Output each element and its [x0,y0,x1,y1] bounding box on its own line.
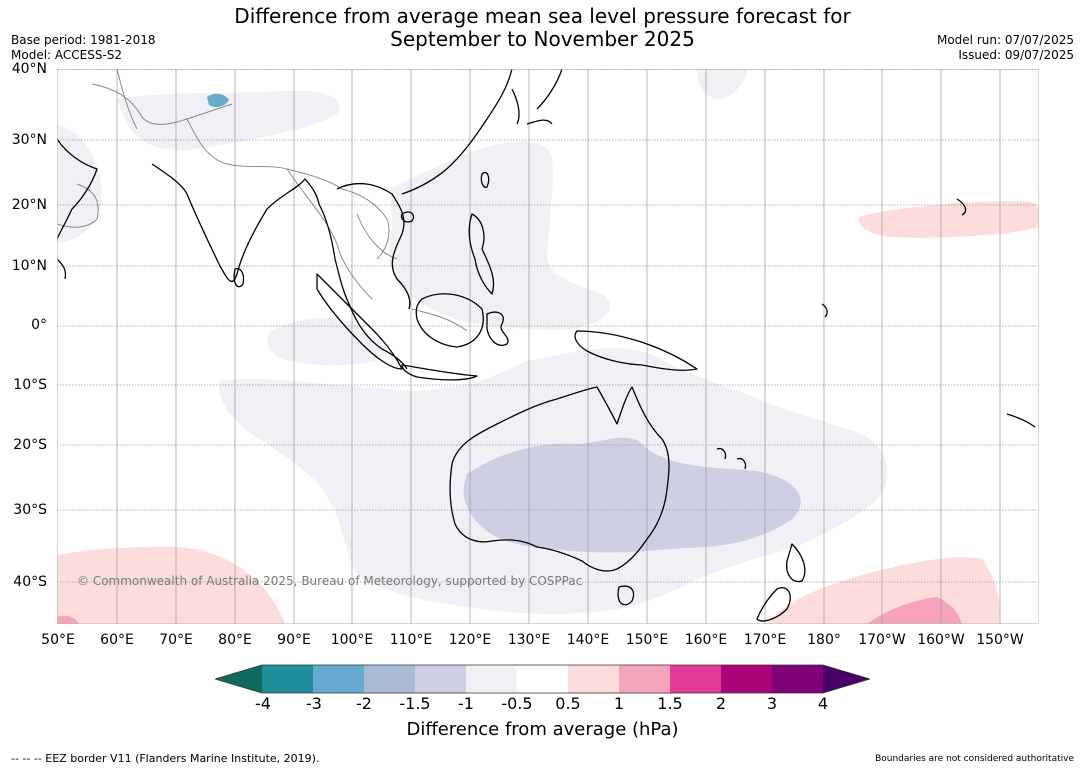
colorbar-extend-low [215,665,262,693]
lat-label-40s: 40°S [13,574,47,590]
country-borders [57,69,468,332]
colorbar-label: Difference from average (hPa) [406,719,679,740]
lon-label-80e: 80°E [218,632,252,648]
colorbar-tick-label: 1 [613,694,625,713]
lat-label-20n: 20°N [11,197,47,213]
lon-label-150e: 150°E [625,632,669,648]
colorbar-tick-label: 2 [715,694,727,713]
colorbar-tick-label: 0.5 [555,694,581,713]
lat-label-40n: 40°N [11,61,47,77]
copyright-text: © Commonwealth of Australia 2025, Bureau… [77,574,583,588]
model-name-text: Model: ACCESS-S2 [11,48,123,62]
lon-label-100e: 100°E [330,632,374,648]
colorbar-segment [568,665,620,693]
colorbar-tick-label: -0.5 [501,694,533,713]
lat-label-20s: 20°S [13,437,47,453]
lon-label-170e: 170°E [743,632,787,648]
colorbar-tick-label: 3 [766,694,778,713]
map-title-line-1: Difference from average mean sea level p… [234,4,851,28]
colorbar [215,664,870,694]
lat-label-equator: 0° [31,317,47,333]
issued-date: Issued: 09/07/2025 [958,48,1074,62]
colorbar-segment [619,665,671,693]
lat-label-10n: 10°N [11,258,47,274]
lat-label-30s: 30°S [13,502,47,518]
colorbar-extend-high [823,665,870,693]
map-canvas [57,69,1039,624]
colorbar-tick-label: -3 [306,694,322,713]
colorbar-segment [313,665,365,693]
colorbar-segment [364,665,416,693]
model-run-date: Model run: 07/07/2025 [936,33,1074,47]
map-border [57,69,1039,624]
map-title-line-2: September to November 2025 [390,27,695,51]
lat-label-10s: 10°S [13,377,47,393]
lon-label-140e: 140°E [566,632,610,648]
lon-label-160e: 160°E [684,632,728,648]
base-period-text: Base period: 1981-2018 [11,33,156,47]
lon-label-60e: 60°E [100,632,134,648]
colorbar-segment [670,665,722,693]
lon-label-180: 180° [807,632,841,648]
meridians [116,69,1001,624]
colorbar-outline [215,664,870,694]
anomaly-minus-1-region [463,437,801,553]
colorbar-tick-label: -1.5 [399,694,431,713]
boundaries-disclaimer: Boundaries are not considered authoritat… [875,754,1074,764]
lon-label-130e: 130°E [507,632,551,648]
colorbar-segment [772,665,824,693]
anomaly-positive-region [57,201,1039,624]
colorbar-segment [466,665,518,693]
colorbar-tick-label: -4 [255,694,271,713]
colorbar-tick-label: -2 [356,694,372,713]
colorbar-tick-label: 4 [817,694,829,713]
lon-label-150w: 150°W [976,632,1024,648]
coastlines [57,69,1036,622]
lon-label-90e: 90°E [277,632,311,648]
colorbar-tick-label: 1.5 [657,694,683,713]
colorbar-segment [415,665,467,693]
lon-label-160w: 160°W [917,632,965,648]
colorbar-tick-label: -1 [458,694,474,713]
lon-label-120e: 120°E [448,632,492,648]
eez-legend-note: -- -- -- EEZ border V11 (Flanders Marine… [11,752,320,765]
lon-label-50e: 50°E [41,632,75,648]
lat-label-30n: 30°N [11,132,47,148]
colorbar-segment [262,665,314,693]
colorbar-segment [517,665,569,693]
lon-label-170w: 170°W [858,632,906,648]
lon-label-110e: 110°E [389,632,433,648]
lon-label-70e: 70°E [159,632,193,648]
colorbar-segment [721,665,773,693]
anomaly-minus-2-region [207,93,229,108]
